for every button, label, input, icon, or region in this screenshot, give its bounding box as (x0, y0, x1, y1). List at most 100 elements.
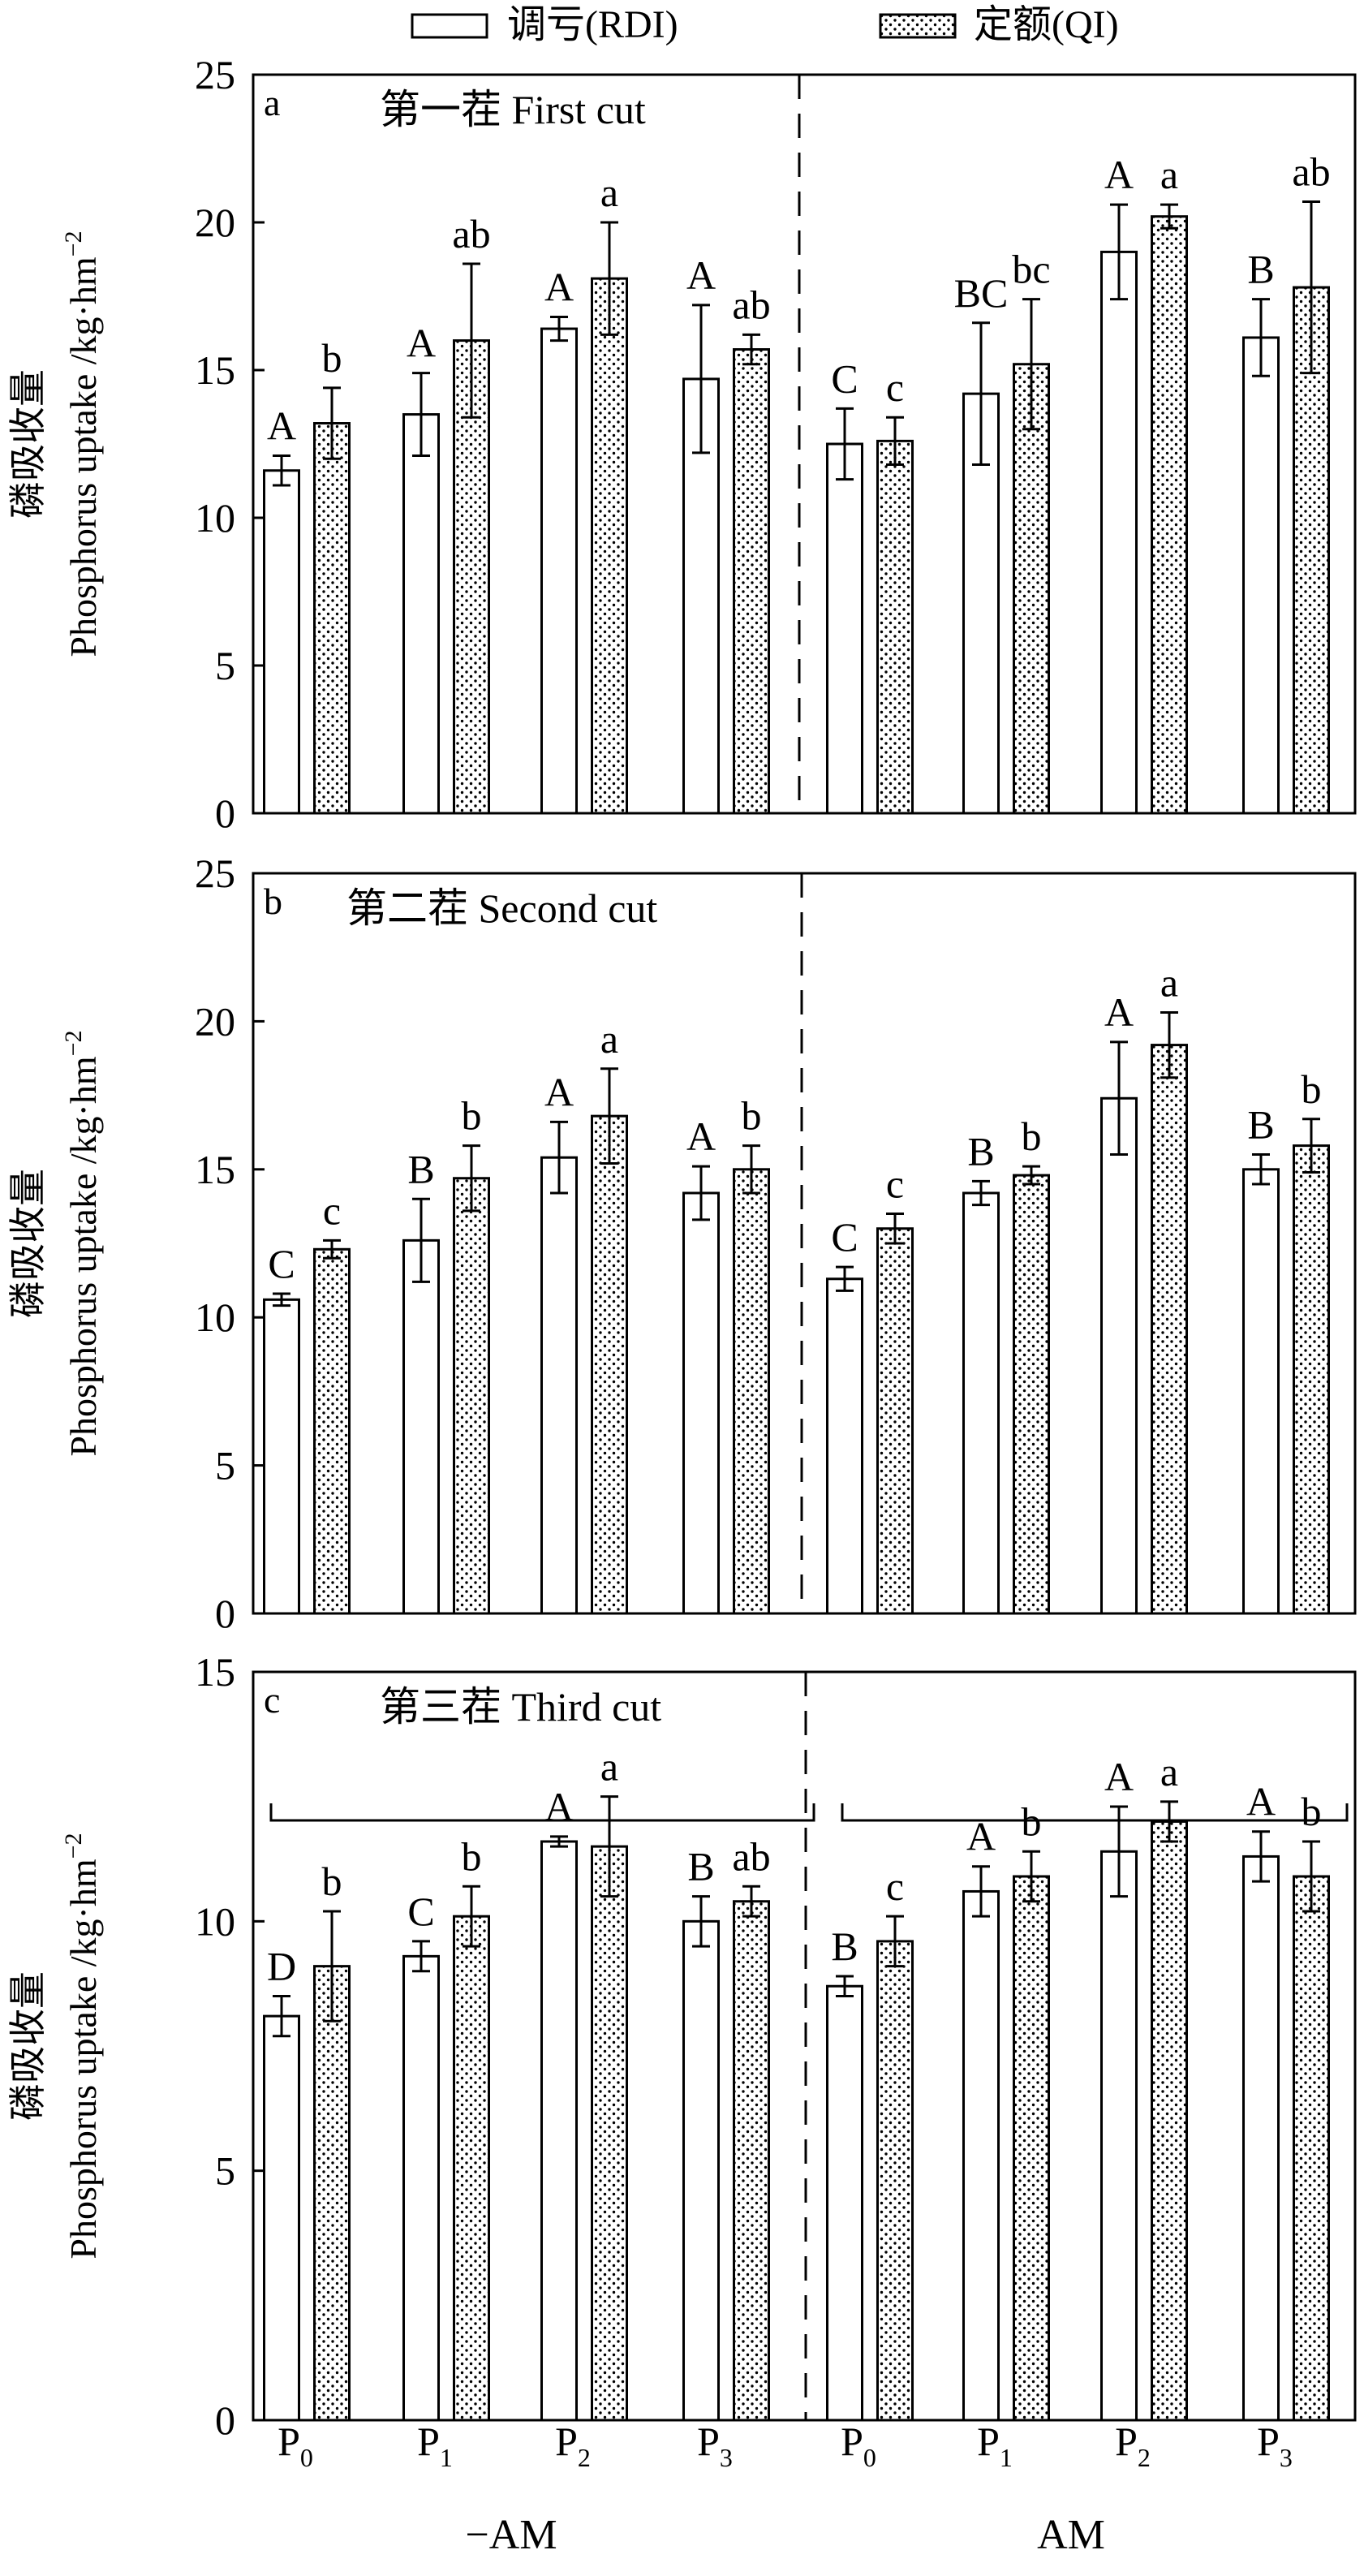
panel-title: 第三茬 Third cut (380, 1684, 661, 1730)
significance-letter-rdi: A (544, 1784, 574, 1829)
significance-letter-rdi: BC (954, 270, 1009, 316)
significance-letter-qi: a (1160, 152, 1178, 197)
y-tick-label: 10 (195, 1294, 235, 1340)
x-tick-subscript: 3 (1280, 2443, 1293, 2472)
error-bar (886, 1915, 904, 1968)
x-tick-label: P2 (1115, 2419, 1151, 2472)
y-tick-label: 20 (195, 998, 235, 1044)
y-axis-label-cn: 磷吸收量 (7, 369, 49, 519)
error-bar (600, 1795, 618, 1898)
significance-letter-qi: ab (452, 211, 490, 256)
bar-qi (1151, 1820, 1188, 2422)
significance-letter-rdi: A (1104, 989, 1134, 1035)
bar-qi (1013, 363, 1050, 815)
error-bar (273, 1292, 290, 1307)
x-tick-label: P1 (417, 2419, 453, 2472)
significance-letter-rdi: A (686, 1114, 716, 1159)
y-tick-label: 25 (195, 851, 235, 896)
legend-label-rdi: 调亏(RDI) (507, 3, 678, 46)
significance-letter-qi: a (600, 170, 618, 215)
bar-rdi (826, 442, 863, 815)
bar-rdi (826, 1277, 863, 1615)
error-bar (412, 1940, 430, 1973)
error-bar (323, 386, 341, 460)
bar-qi (876, 1940, 914, 2422)
significance-letter-rdi: A (686, 252, 716, 298)
error-bar (692, 1895, 710, 1948)
panel-letter: b (264, 881, 282, 922)
error-bar (1302, 200, 1320, 375)
error-bar (323, 1910, 341, 2022)
y-tick-label: 0 (215, 1591, 235, 1636)
y-tick-label: 5 (215, 1443, 235, 1488)
error-bar (412, 372, 430, 458)
plot-frame (252, 1670, 1357, 2422)
bar-qi (453, 339, 490, 815)
significance-letter-qi: b (1022, 1114, 1042, 1159)
x-tick-label: P0 (841, 2419, 876, 2472)
error-bar (742, 1885, 760, 1918)
bar-qi (1151, 1044, 1188, 1615)
y-tick-label: 15 (195, 1147, 235, 1192)
y-axis-label-en: Phosphorus uptake /kg·hm−2 (60, 1030, 104, 1456)
y-axis-label-cn: 磷吸收量 (7, 1971, 49, 2121)
bar-rdi (263, 1298, 300, 1615)
significance-letter-qi: a (600, 1744, 618, 1790)
bar-rdi (263, 2014, 300, 2422)
bracket-am (841, 1803, 1349, 1822)
y-axis-label-en: Phosphorus uptake /kg·hm−2 (60, 1833, 104, 2259)
y-tick-label: 15 (195, 1649, 235, 1695)
bar-rdi (1100, 250, 1138, 815)
bar-qi (591, 1845, 628, 2422)
significance-letter-rdi: B (831, 1923, 858, 1969)
bar-qi (453, 1915, 490, 2422)
panel-letter: a (264, 82, 280, 123)
bar-rdi (682, 1919, 720, 2422)
plot-frame (252, 872, 1357, 1615)
significance-letter-qi: c (886, 1161, 904, 1207)
bar-qi (313, 1965, 351, 2422)
error-bar (273, 1995, 290, 2038)
legend-label-qi: 定额(QI) (974, 3, 1119, 46)
error-bar (463, 1885, 480, 1948)
bar-qi (313, 422, 351, 815)
x-tick-label: P3 (1257, 2419, 1293, 2472)
x-tick-subscript: 1 (440, 2443, 453, 2472)
error-bar (1302, 1840, 1320, 1913)
panel-a: 0 5 10 15 20 25 a 第一茬 First cut 磷吸收量 Phosphorus u… (7, 52, 1357, 836)
significance-letter-rdi: C (831, 355, 858, 401)
significance-letter-rdi: A (544, 264, 574, 309)
bar-rdi (1242, 1168, 1280, 1615)
error-bar (972, 321, 990, 466)
bar-qi (591, 1114, 628, 1615)
error-bar (273, 454, 290, 487)
y-axis-label-sup: −2 (60, 1030, 87, 1056)
bar-qi (1293, 286, 1330, 815)
bar-qi (876, 439, 914, 815)
significance-letter-rdi: B (967, 1128, 994, 1174)
am-grouping: −AM AM (269, 1803, 1349, 2558)
significance-letter-qi: ab (732, 1833, 770, 1879)
significance-letter-rdi: A (544, 1069, 574, 1114)
y-tick-label: 10 (195, 495, 235, 541)
label-am: AM (1037, 2512, 1105, 2558)
significance-letter-qi: bc (1012, 247, 1050, 292)
significance-letter-qi: b (462, 1833, 482, 1879)
x-tick-subscript: 1 (1000, 2443, 1013, 2472)
error-bar (972, 1865, 990, 1918)
error-bar (886, 1213, 904, 1245)
label-minus-am: −AM (465, 2512, 557, 2558)
bar-rdi (402, 1954, 440, 2422)
x-tick-label: P1 (977, 2419, 1013, 2472)
x-tick-subscript: 2 (578, 2443, 591, 2472)
error-bar (600, 1067, 618, 1165)
error-bar (550, 315, 568, 342)
x-axis-categories: P0 P1 P2 P3 P0 P1 P2 P3 (278, 2419, 1293, 2472)
significance-letter-qi: b (1302, 1789, 1322, 1834)
significance-letter-qi: c (886, 1863, 904, 1909)
y-tick-label: 10 (195, 1898, 235, 1944)
bar-rdi (962, 1191, 1000, 1615)
error-bar (692, 1165, 710, 1221)
significance-letter-rdi: A (267, 403, 296, 449)
